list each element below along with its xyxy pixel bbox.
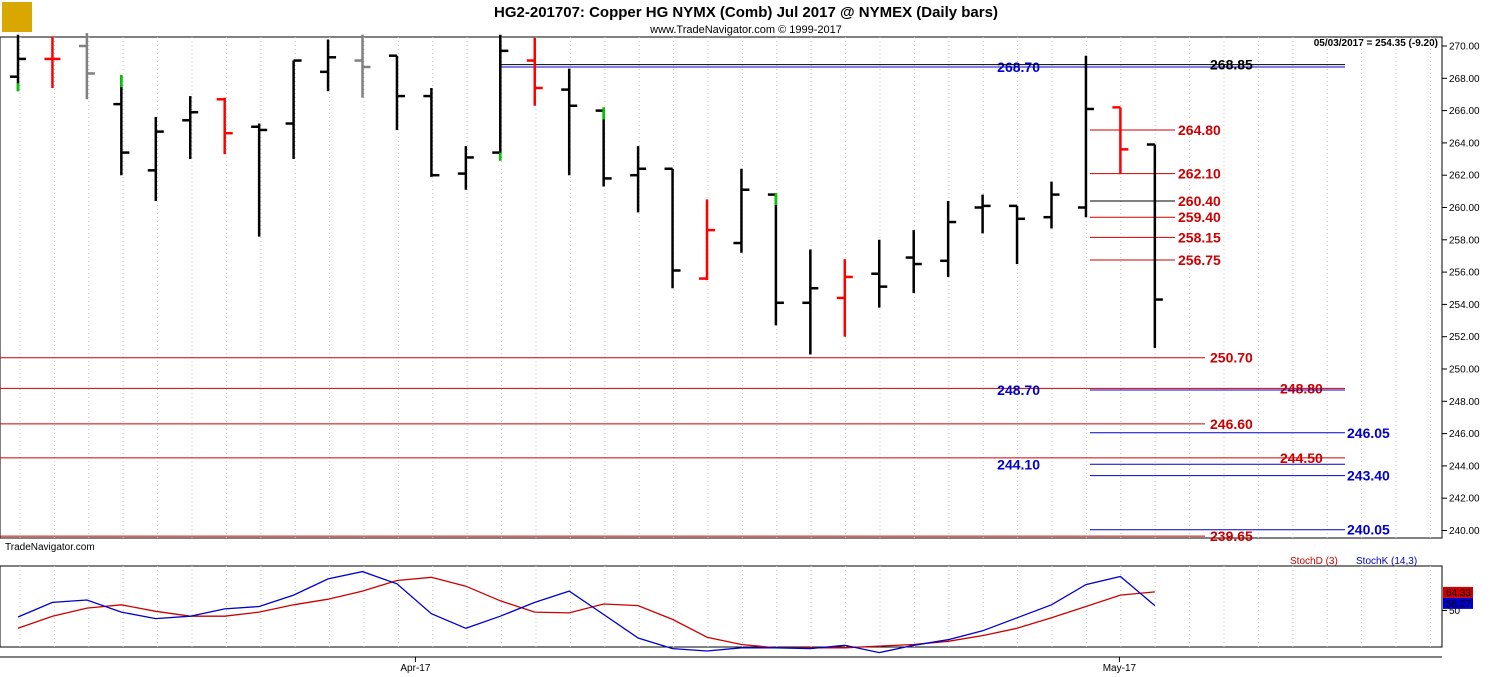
ohlc-bar [44,36,61,88]
level-label: 260.40 [1178,193,1221,209]
ohlc-bar [1043,181,1060,229]
ohlc-bar [113,75,130,176]
level-label: 240.05 [1347,522,1390,538]
ohlc-bar [216,97,233,155]
stoch-k-value: 56.27 [1446,599,1471,610]
stoch-tick-label: 50 [1449,606,1461,617]
ohlc-bar [147,117,164,202]
legend-stoch-d: StochD (3) [1290,556,1338,567]
ohlc-bar [251,123,268,237]
y-tick-label: 242.00 [1449,494,1480,505]
ohlc-bar [10,34,26,92]
chart-subtitle: www.TradeNavigator.com © 1999-2017 [649,24,842,36]
y-tick-label: 254.00 [1449,300,1480,311]
x-tick-label: Apr-17 [400,663,430,674]
level-label: 250.70 [1210,350,1253,366]
ohlc-bar [699,199,715,281]
ohlc-bar [1077,55,1094,218]
y-tick-label: 246.00 [1449,429,1480,440]
watermark: TradeNavigator.com [5,542,95,553]
ohlc-bar [526,37,543,106]
ohlc-bar [836,259,853,337]
stoch-d-value: 64.33 [1446,588,1471,599]
ohlc-bar [595,107,612,187]
ohlc-bar [974,194,991,234]
ohlc-bar [320,39,337,92]
y-tick-label: 256.00 [1449,268,1480,279]
level-label: 248.70 [997,382,1040,398]
level-label: 262.10 [1178,166,1221,182]
y-tick-label: 266.00 [1449,106,1480,117]
ohlc-bar [561,68,578,176]
y-tick-label: 248.00 [1449,397,1480,408]
stoch-k-value-flag [1443,597,1473,609]
ohlc-bar [630,146,647,213]
price-panel-frame [0,36,1443,539]
stoch-series-line [17,576,1155,649]
level-label: 244.10 [997,456,1040,472]
level-label: 259.40 [1178,209,1221,225]
y-tick-label: 240.00 [1449,526,1480,537]
chart-title: HG2-201707: Copper HG NYMX (Comb) Jul 20… [494,4,998,21]
y-tick-label: 260.00 [1449,203,1480,214]
ohlc-bar [1009,204,1026,265]
level-label: 268.85 [1210,57,1253,73]
stochastic-panel-frame [0,565,1443,648]
y-tick-label: 270.00 [1449,42,1480,53]
ohlc-bar [664,167,681,289]
ohlc-bar [871,239,888,308]
level-label: 264.80 [1178,122,1221,138]
level-label: 246.05 [1347,425,1390,441]
y-tick-label: 258.00 [1449,235,1480,246]
ohlc-bar [423,87,440,177]
y-tick-label: 244.00 [1449,461,1480,472]
level-label: 248.80 [1280,380,1323,396]
ohlc-bar [388,54,405,130]
ohlc-bar [802,249,819,355]
level-label: 268.70 [997,59,1040,75]
ohlc-bar [905,230,922,294]
y-tick-label: 268.00 [1449,74,1480,85]
stoch-series-line [17,570,1156,654]
level-label: 239.65 [1210,528,1253,544]
y-tick-label: 252.00 [1449,332,1480,343]
ohlc-bar [767,192,784,326]
ohlc-bar [457,146,474,190]
level-label: 244.50 [1280,450,1323,466]
level-label: 243.40 [1347,468,1390,484]
y-tick-label: 262.00 [1449,171,1480,182]
logo-icon [2,2,32,32]
ohlc-bar [354,34,371,98]
ohlc-bar [78,33,95,100]
ohlc-bar [940,201,957,277]
ohlc-bar [182,96,199,160]
level-label: 256.75 [1178,252,1221,268]
last-quote: 05/03/2017 = 254.35 (-9.20) [1314,38,1438,49]
level-label: 246.60 [1210,416,1253,432]
ohlc-bar [1146,143,1163,349]
y-tick-label: 264.00 [1449,138,1480,149]
ohlc-bar [733,168,750,253]
ohlc-bar [285,59,302,160]
legend-stoch-k: StochK (14,3) [1356,556,1417,567]
ohlc-bar [492,34,509,161]
stoch-d-value-flag [1443,586,1473,598]
level-label: 258.15 [1178,229,1221,245]
x-tick-label: May-17 [1103,663,1137,674]
y-tick-label: 250.00 [1449,365,1480,376]
ohlc-bar [1112,106,1129,174]
